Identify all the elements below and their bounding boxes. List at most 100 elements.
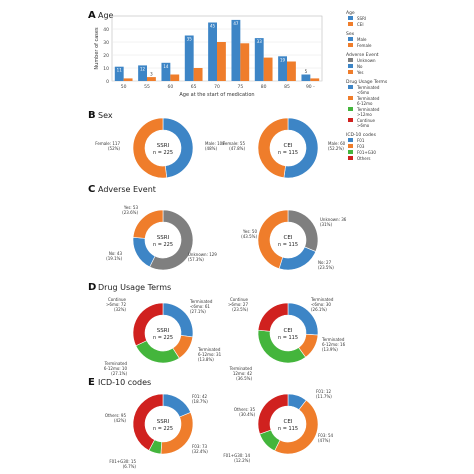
legend-swatch <box>348 22 353 26</box>
donut-center-label: CEI <box>284 328 293 334</box>
donut-slice-label: (19.1%) <box>106 256 122 261</box>
donut-slice-label: (6.7%) <box>123 464 137 469</box>
donut-slice-label: Terminated <box>310 297 334 302</box>
donut-center-count: n = 225 <box>153 242 173 248</box>
donut-slice-label: (47%) <box>318 438 330 443</box>
donut-slice-label: (31%) <box>320 222 332 227</box>
donut-center-label: SSRI <box>157 328 170 334</box>
x-tick-label: 80 <box>261 84 267 90</box>
donut-slice <box>132 393 164 451</box>
donut-center-label: CEI <box>284 419 293 425</box>
donut-slice-label: 12mo: 42 <box>233 371 253 376</box>
bar-value-label: 5 <box>305 69 308 74</box>
donut-slice-label: Unknown: 36 <box>320 217 347 222</box>
bar-cei <box>123 78 133 81</box>
donut-slice <box>132 117 168 179</box>
donut-slice-label: (32.4%) <box>192 449 208 454</box>
legend-group-title: Age <box>346 10 355 16</box>
legend-item-label: F01+G30 <box>357 150 376 155</box>
donut-slice <box>278 246 317 271</box>
donut-slice-label: Male: 60 <box>328 141 346 146</box>
legend-group-title: Sex <box>346 31 355 37</box>
donut-slice <box>283 117 319 179</box>
legend-item-label: SSRI <box>357 16 366 21</box>
legend-item-label: >12mo <box>357 112 372 117</box>
bar-ssri <box>114 66 124 81</box>
legend-swatch <box>348 16 353 20</box>
bar-ssri <box>161 62 171 81</box>
donut-slice-label: Others: 95 <box>105 413 127 418</box>
bar-cei <box>287 61 296 81</box>
panel-b-letter: B <box>88 110 96 121</box>
donut-slice-label: (47.8%) <box>229 146 245 151</box>
legend-item-label: Terminated <box>356 107 380 112</box>
panel-e-letter: E <box>88 377 95 388</box>
donut-slice-label: Terminated <box>189 299 213 304</box>
donut-slice-label: (42%) <box>114 418 126 423</box>
legend-item-label: No <box>357 64 363 69</box>
panel-d-title: Drug Usage Terms <box>98 283 171 292</box>
legend-item-label: >6mo <box>357 123 370 128</box>
bar-cei <box>240 43 250 81</box>
legend-swatch <box>348 70 353 74</box>
legend-swatch <box>348 37 353 41</box>
legend-swatch <box>348 58 353 62</box>
legend-swatch <box>348 118 353 122</box>
y-tick-label: 30 <box>103 40 109 46</box>
panel-a-letter: A <box>88 10 96 21</box>
x-tick-label: 75 <box>237 84 243 90</box>
donut-slice-label: (30.4%) <box>239 412 255 417</box>
donut-slice-label: Continue <box>108 297 127 302</box>
donut-slice-label: (23.5%) <box>318 265 334 270</box>
donut-slice-label: No: 43 <box>109 251 123 256</box>
legend-item-label: Others <box>357 156 370 161</box>
donut-slice-label: (11.7%) <box>316 394 332 399</box>
donut-slice-label: No: 27 <box>318 260 332 265</box>
x-tick-label: 65 <box>191 84 197 90</box>
donut-slice-label: (13.9%) <box>322 347 338 352</box>
x-axis-label: Age at the start of medication <box>179 92 254 98</box>
bar-value-label: 11 <box>117 68 123 73</box>
legend-item-label: CEI <box>357 22 364 27</box>
donut-slice-label: (43.5%) <box>241 234 257 239</box>
x-tick-label: 90 - <box>306 84 315 90</box>
legend-item-label: <6mo <box>357 90 370 95</box>
legend-item-label: Male <box>357 37 367 42</box>
panel-b: B Sex <box>88 110 113 121</box>
legend-swatch <box>348 138 353 142</box>
legend-item-label: 6-12mo <box>357 101 373 106</box>
x-tick-label: 70 <box>214 84 220 90</box>
legend-swatch <box>348 107 353 111</box>
donut-slice <box>257 393 289 435</box>
bar-ssri <box>208 22 217 81</box>
y-tick-label: 0 <box>106 79 109 85</box>
panel-b-title: Sex <box>98 111 113 120</box>
panel-a-title: Age <box>98 11 114 20</box>
donut-slice-label: (13.8%) <box>198 357 214 362</box>
bar-cei <box>193 68 203 81</box>
donut-slice-label: (26.1%) <box>311 307 327 312</box>
donut-slice-label: Terminated <box>104 361 128 366</box>
legend-item-label: Unknown <box>357 58 376 63</box>
legend-group-title: Drug Usage Terms <box>346 79 388 85</box>
donut-slice-label: Yes: 53 <box>123 205 139 210</box>
bar-value-label: 33 <box>257 39 263 44</box>
donut-slice-label: >6mo: 27 <box>228 302 248 307</box>
x-tick-label: 85 <box>284 84 290 90</box>
donut-slice-label: Yes: 50 <box>242 229 258 234</box>
bar-cei <box>263 57 273 81</box>
donut-slice <box>257 117 289 179</box>
bar-ssri <box>278 56 287 81</box>
donut-slice-label: F01+G30: 15 <box>109 459 136 464</box>
donut-slice <box>132 236 156 268</box>
donut-center-count: n = 225 <box>153 426 173 432</box>
donut-center-count: n = 115 <box>278 242 298 248</box>
donut-slice-label: (23.5%) <box>232 307 248 312</box>
panel-c: C Adverse Event <box>88 184 156 195</box>
donut-slice-label: (27.1%) <box>111 371 127 376</box>
donut-center-label: SSRI <box>157 419 170 425</box>
